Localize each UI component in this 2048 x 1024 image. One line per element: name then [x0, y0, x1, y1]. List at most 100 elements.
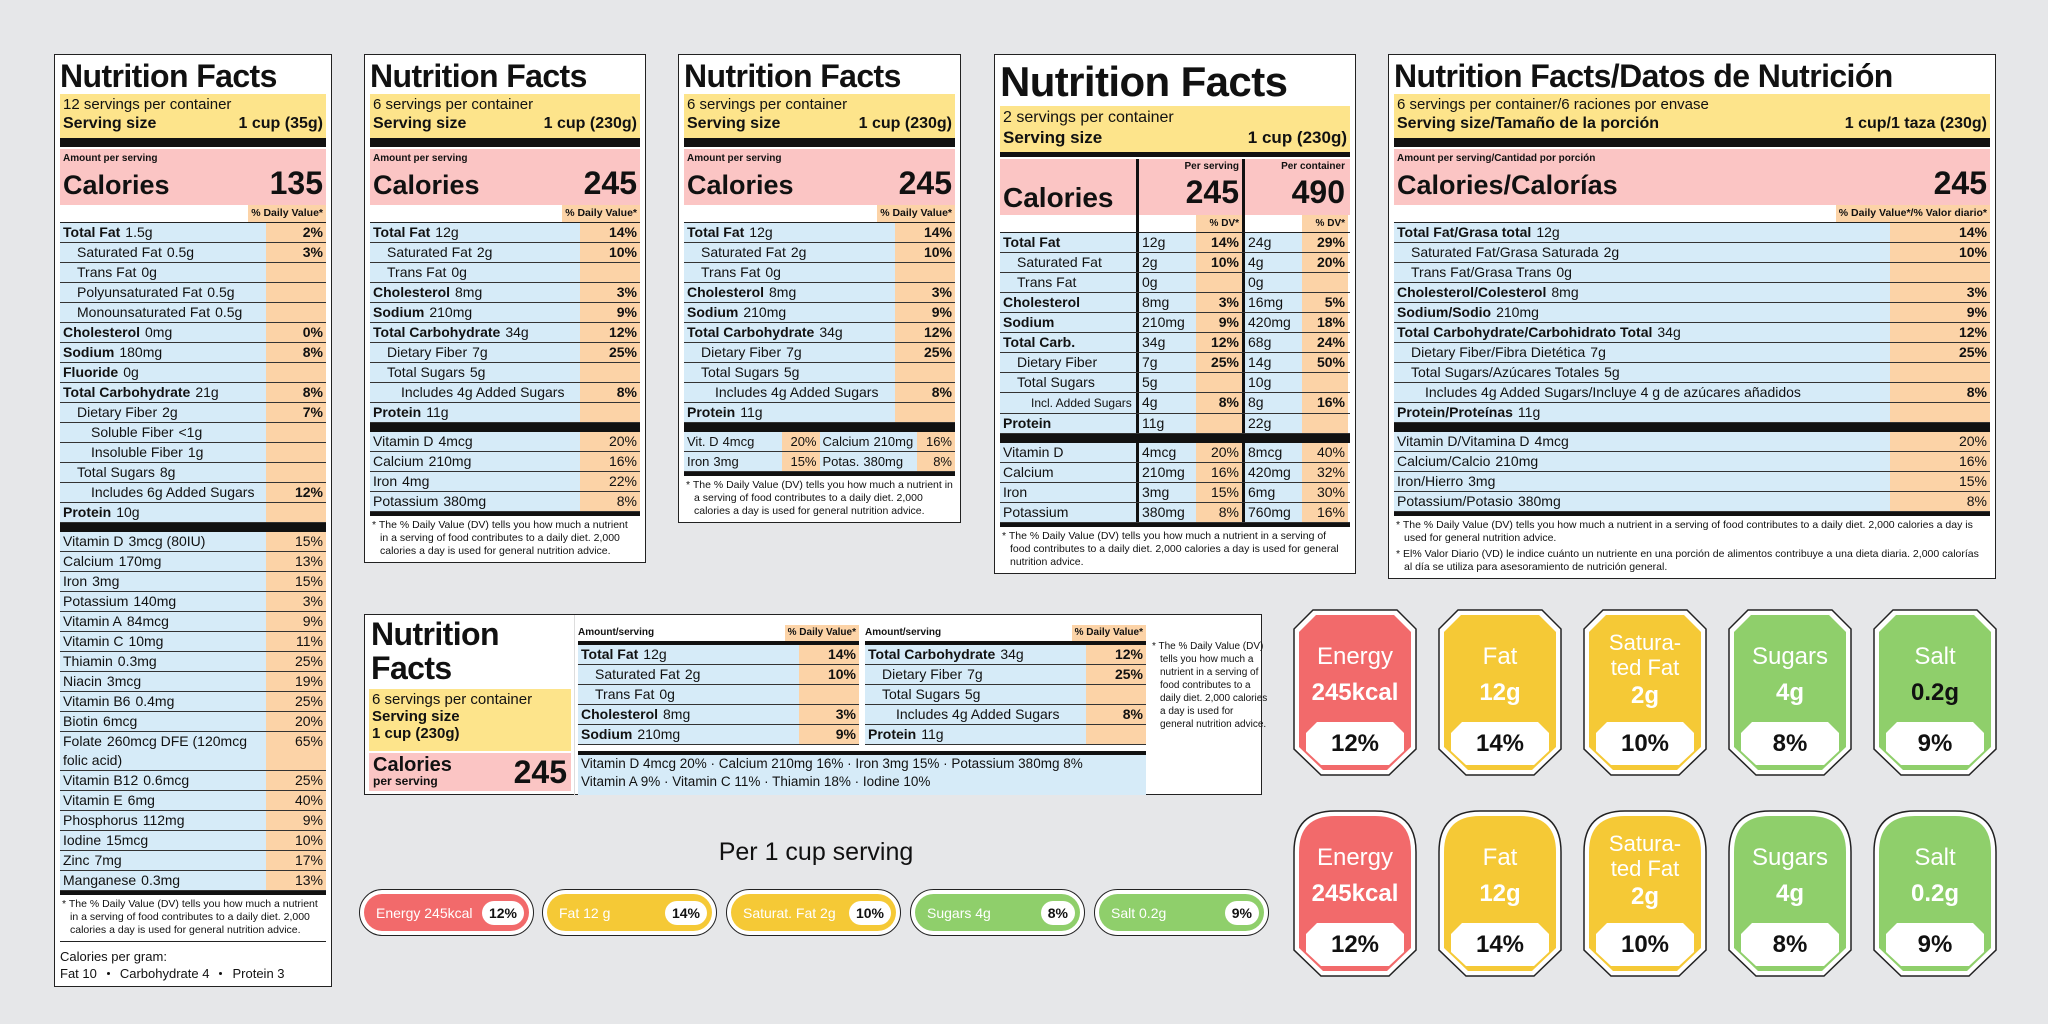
nutrient-row: Total Fat/Grasa total 12g 14% — [1394, 223, 1990, 243]
dv-value: 9% — [835, 726, 856, 742]
dv-header: % Daily Value* — [248, 205, 326, 222]
nutrient-row: Total Fat 12g 14% — [578, 645, 859, 665]
nutrient-column: Amount/serving % Daily Value* Total Carboh… — [865, 625, 1146, 745]
dv-header: % Daily Value* — [562, 205, 640, 222]
dv-cell: 14% — [895, 223, 955, 242]
calories-label: Calories — [373, 754, 452, 776]
serving-band: 12 servings per container Serving size 1 c… — [60, 94, 326, 138]
nutrient-amount: 7g — [472, 344, 488, 360]
nutrient-row: Sodium 210mg 9% — [578, 725, 859, 745]
dv-cell — [1302, 373, 1348, 392]
nutrient-amount: 5g — [964, 686, 981, 702]
nutrient-cell: Insoluble Fiber 1g — [60, 443, 266, 462]
badge-amount: 12g — [1479, 679, 1521, 706]
dv-value: 16% — [1316, 504, 1345, 520]
badge-percent: 8% — [1772, 730, 1808, 757]
pill-label: Salt 0.2g — [1111, 904, 1167, 921]
dv-cell: 9% — [799, 725, 859, 744]
nutrient-amount: 5g — [1142, 374, 1158, 390]
nutrient-cell: Includes 6g Added Sugars — [60, 483, 266, 502]
dv-cell — [1302, 273, 1348, 292]
nutrient-row: Potassium 380mg 8% — [370, 492, 640, 512]
nutrient-name: Iodine — [63, 832, 102, 848]
nutrient-row: Cholesterol/Colesterol 8mg 3% — [1394, 283, 1990, 303]
badge-percent: 8% — [1772, 931, 1808, 958]
serving-size-label: Serving size — [372, 708, 460, 725]
amount-cell: 8mcg — [1242, 443, 1302, 462]
nutrient-name: Saturated Fat — [77, 244, 162, 260]
dv-value: 3% — [931, 284, 952, 300]
dv-cell: 17% — [266, 851, 326, 870]
nutrient-row: Dietary Fiber/Fibra Dietética 7g 25% — [1394, 343, 1990, 363]
nutrient-cell: Sodium 210mg — [684, 303, 895, 322]
nutrient-name: Includes 4g Added Sugars/Incluye 4 g de … — [1425, 384, 1801, 400]
nutrient-name: Monounsaturated Fat — [77, 304, 211, 320]
nutrient-amount: 0.3mg — [141, 872, 181, 888]
calories-label: Calories — [373, 170, 480, 200]
nutrient-amount: 380mg — [1142, 504, 1185, 520]
calories-value: 490 — [1291, 174, 1345, 210]
dv-value: 20% — [790, 434, 817, 449]
badge-shape — [1293, 810, 1417, 977]
pill-percent: 12% — [481, 900, 524, 925]
nutrient-row: Total Fat 1.5g 2% — [60, 223, 326, 243]
vitamin-band: Vitamin D 4mcg 20% · Calcium 210mg 16% ·… — [578, 751, 1146, 795]
badge-amount: 4g — [1775, 679, 1804, 706]
nutrient-amount: 68g — [1248, 334, 1272, 350]
amount-cell: 11g — [1136, 414, 1196, 433]
dv-value: 8% — [302, 344, 323, 360]
nutrient-cell: Cholesterol 8mg — [684, 283, 895, 302]
nutrient-row: Protein/Proteínas 11g — [1394, 403, 1990, 423]
serving-caption: Per 1 cup serving — [718, 838, 914, 866]
nutrient-amount: 0g — [1248, 274, 1264, 290]
label-title: Nutrition Facts — [371, 616, 500, 686]
nutrient-amount: 210mg — [1496, 304, 1539, 320]
dv-value: 14% — [1210, 234, 1239, 250]
dv-header: % Daily Value* — [1071, 625, 1146, 641]
nutrient-amount: 140mg — [133, 593, 177, 609]
nutrient-row: Includes 4g Added Sugars 8% — [865, 705, 1146, 725]
dv-value: 8% — [1122, 706, 1143, 722]
nutrient-name: Sodium — [373, 304, 425, 320]
amount-per-serving: Amount per serving — [63, 153, 158, 164]
nutrient-row: Total Carbohydrate/Carbohidrato Total 34g… — [1394, 323, 1990, 343]
serving-size-row: Serving size/Tamaño de la porción 1 cup/1… — [1397, 114, 1987, 134]
dv-value: 25% — [923, 344, 952, 360]
nutrient-amount: 0g — [765, 264, 781, 280]
badge-name: Fat — [1482, 643, 1518, 670]
nutrient-name: Protein — [63, 504, 112, 520]
dv-value: 9% — [1966, 304, 1987, 320]
amount-cell: 3mg — [1136, 483, 1196, 502]
nutrient-row: Total Sugars/Azúcares Totales 5g — [1394, 363, 1990, 383]
nutrient-cell: Zinc 7mg — [60, 851, 266, 870]
nutrient-amount: 0g — [451, 264, 467, 280]
nutrient-name: Vitamin D — [373, 433, 434, 449]
nutrient-amount: 12g — [1142, 234, 1166, 250]
serving-size-row: Serving size 1 cup (35g) — [63, 114, 323, 134]
nutrient-row: Insoluble Fiber 1g — [60, 443, 326, 463]
dv-value: 14% — [608, 224, 637, 240]
nutrient-row: Calcium 210mg 16% — [370, 452, 640, 472]
calories-band: Amount per serving Calories 135 — [60, 149, 326, 205]
dv-cell: 16% — [1302, 393, 1348, 413]
nutrient-name: Calcium/Calcio — [1397, 453, 1491, 469]
amount-cell: 4g — [1136, 393, 1196, 413]
nutrient-row: Protein 11g — [684, 403, 955, 423]
nutrient-name: Total Sugars — [1017, 374, 1095, 390]
nutrient-amount: 11g — [740, 404, 763, 420]
nutrient-amount: 10g — [116, 504, 140, 520]
traffic-light-badge: Sugars 4g 8% — [1728, 810, 1852, 977]
amount-cell: 0g — [1242, 273, 1302, 292]
nutrient-row: Protein 11g 22g — [1000, 414, 1350, 434]
nutrient-amount: 0g — [141, 264, 157, 280]
nutrition-label: Nutrition Facts 2 servings per container S… — [994, 54, 1356, 574]
nutrient-amount: 6mcg — [103, 713, 138, 729]
rule — [1394, 512, 1990, 516]
blank-cell — [1242, 215, 1302, 232]
badge-shape — [1583, 810, 1707, 977]
nutrient-name: Total Fat — [1003, 234, 1061, 250]
nutrient-row: Vitamin D 3mcg (80IU) 15% — [60, 532, 326, 552]
dv-cell: 12% — [1196, 333, 1242, 352]
nutrient-row: Total Carbohydrate 21g 8% — [60, 383, 326, 403]
nutrient-row: Phosphorus 112mg 9% — [60, 811, 326, 831]
